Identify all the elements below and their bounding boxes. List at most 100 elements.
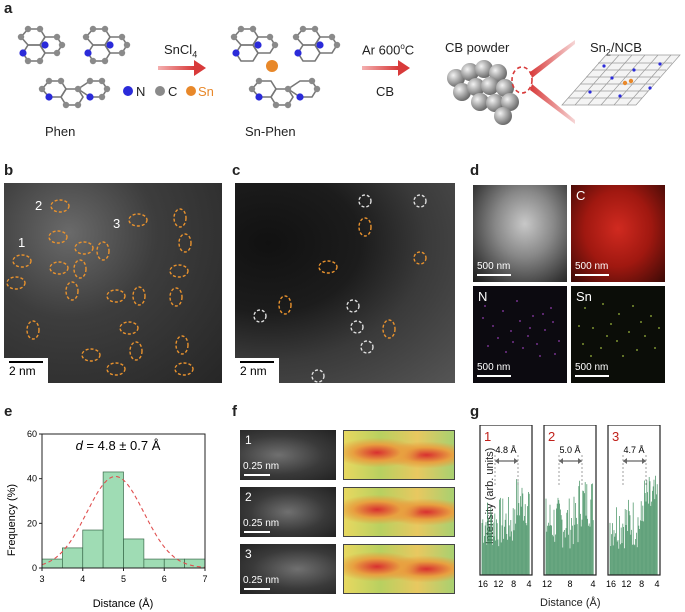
eds-map-sn: Sn 500 nm	[571, 286, 665, 383]
haadf-crop: 1 0.25 nm	[240, 430, 336, 480]
sn-map-dots	[578, 303, 660, 357]
intensity-heatmap	[343, 430, 455, 480]
scale-label-c: 2 nm	[240, 364, 267, 378]
gaussian-fit-line	[41, 475, 206, 568]
element-label-sn: Sn	[576, 289, 592, 304]
profile-tick-label: 8	[511, 579, 516, 589]
legend-n-dot	[123, 86, 133, 96]
histogram-bar	[102, 471, 124, 569]
condition-text: Ar 600	[362, 42, 401, 58]
y-tick-label: 20	[27, 518, 37, 528]
intensity-heatmap	[343, 544, 455, 594]
profile-tick-label: 4	[526, 579, 531, 589]
scale-label-f: 0.25 nm	[243, 461, 280, 472]
sn2-ncb-sheet	[561, 54, 681, 106]
row-label: 1	[245, 433, 252, 447]
scale-bar-b: 2 nm	[4, 358, 48, 384]
y-tick-label: 40	[27, 474, 37, 484]
scale-bar-c: 2 nm	[235, 358, 279, 384]
product-text: Sn	[590, 40, 606, 55]
profile-plot: 3 4.7 Å 16 12 8 4	[606, 425, 661, 589]
legend-c: C	[168, 84, 178, 99]
profile-tick-label: 12	[493, 579, 503, 589]
element-label-c: C	[576, 188, 586, 203]
reagent-text: SnCl	[164, 42, 193, 57]
peak-distance-label: 5.0 Å	[559, 445, 580, 455]
panel-label-a: a	[4, 0, 13, 17]
profile-tick-label: 12	[542, 579, 552, 589]
x-tick-label: 7	[202, 574, 207, 584]
haadf-crop: 2 0.25 nm	[240, 487, 336, 537]
scale-line-c	[240, 361, 274, 363]
histogram-chart: 3 4 5 6 7 0 20 40 60 d = 4.8 ± 0.7 Å Frequency (…	[6, 429, 208, 610]
cb-powder-label: CB powder	[445, 40, 510, 55]
stem-image-c: 2 nm	[235, 183, 455, 384]
scale-label-b: 2 nm	[9, 364, 36, 378]
eds-map-haadf: 500 nm	[473, 185, 567, 282]
panel-label-b: b	[4, 162, 14, 179]
profile-plot: 2 5.0 Å 12 8 4	[542, 425, 597, 589]
peak-distance-label: 4.8 Å	[495, 445, 516, 455]
product-suffix: /NCB	[610, 40, 642, 55]
profile-tick-label: 8	[567, 579, 572, 589]
histogram-bar	[82, 529, 104, 569]
panel-label-c: c	[232, 162, 241, 179]
profile-tick-label: 4	[590, 579, 595, 589]
x-tick-label: 5	[121, 574, 126, 584]
scale-line-f	[244, 474, 270, 476]
panel-label-f: f	[232, 403, 237, 420]
profile-tick-label: 16	[478, 579, 488, 589]
profile-tick-label: 8	[639, 579, 644, 589]
scale-label-f: 0.25 nm	[243, 518, 280, 529]
line-profiles: 14.8 Å16 12 8 425.0 Å12 8 434.7 Å16 12 8 4	[478, 425, 661, 589]
profile-tick-label: 12	[621, 579, 631, 589]
scale-label-d3: 500 nm	[477, 362, 511, 373]
panel-label-d: d	[470, 162, 480, 179]
sn-phen-molecule	[232, 28, 338, 106]
chart-title: d = 4.8 ± 0.7 Å	[76, 438, 161, 453]
scheme-diagram	[17, 25, 681, 125]
stem-image-b: 2 3 1 2 nm	[4, 183, 222, 384]
intensity-heatmap	[343, 487, 455, 537]
x-tick-label: 6	[162, 574, 167, 584]
phen-molecule	[19, 28, 128, 106]
eds-map-n: N 500 nm	[473, 286, 567, 383]
profile-id: 3	[612, 429, 619, 444]
reagent-subscript: 4	[192, 49, 198, 60]
histogram-bar	[123, 538, 145, 569]
histogram-bar	[184, 558, 206, 569]
phen-label: Phen	[45, 124, 76, 139]
scale-line-d4	[575, 375, 609, 377]
scale-line-d3	[477, 375, 511, 377]
row-label: 2	[245, 490, 252, 504]
row-label: 3	[245, 547, 252, 561]
cb-powder-spheres	[447, 60, 519, 125]
legend-c-dot	[155, 86, 165, 96]
y-tick-label: 60	[27, 429, 37, 439]
histogram-bar	[143, 558, 165, 569]
legend-sn: Sn	[198, 84, 214, 99]
condition-degree: o	[400, 42, 405, 51]
condition-top: Ar 600oC	[362, 42, 414, 57]
phen-atoms	[17, 25, 131, 109]
legend-n: N	[136, 84, 146, 99]
scale-line-d1	[477, 274, 511, 276]
condition-bottom: CB	[376, 84, 395, 99]
scale-label-d4: 500 nm	[575, 362, 609, 373]
profile-plot: 1 4.8 Å 16 12 8 4	[478, 425, 533, 589]
profile-tick-label: 16	[606, 579, 616, 589]
panel-label-e: e	[4, 403, 13, 420]
profile-id: 1	[484, 429, 491, 444]
scale-line-f	[244, 588, 270, 590]
sn-atom	[266, 60, 278, 72]
x-axis-label: Distance (Å)	[93, 597, 154, 610]
site-label-2: 2	[35, 198, 43, 213]
panel-label-g: g	[470, 403, 480, 420]
scale-line-f	[244, 531, 270, 533]
x-tick-label: 3	[39, 574, 44, 584]
reagent-label: SnCl4	[164, 42, 197, 60]
eds-map-c: C 500 nm	[571, 185, 665, 282]
product-subscript: 2	[605, 47, 611, 58]
g-x-axis-label: Distance (Å)	[540, 597, 601, 609]
haadf-crop: 3 0.25 nm	[240, 544, 336, 594]
